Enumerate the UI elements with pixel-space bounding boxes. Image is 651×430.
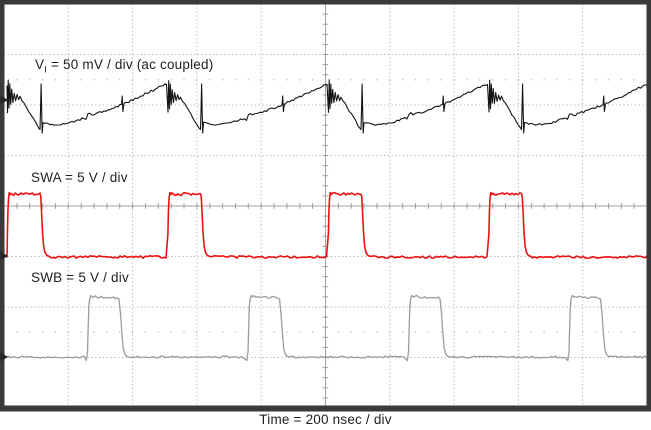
v-label-subscript: I xyxy=(44,64,48,76)
v-ripple-trace xyxy=(6,79,649,134)
graticule-frame xyxy=(0,0,651,412)
center-crosshair-lines xyxy=(3,3,647,408)
trace-reference-arrow-icon xyxy=(0,95,8,105)
trace-reference-arrow-icon xyxy=(0,251,8,261)
swb-trace xyxy=(5,294,648,362)
swa-trace xyxy=(6,191,649,259)
v-trace-label: VI = 50 mV / div (ac coupled) xyxy=(35,57,213,76)
trace-reference-arrow-icon xyxy=(0,352,8,362)
v-label-prefix: V xyxy=(35,57,45,72)
swa-trace-label: SWA = 5 V / div xyxy=(31,170,128,185)
swb-trace-label: SWB = 5 V / div xyxy=(31,270,129,285)
v-label-rest: = 50 mV / div (ac coupled) xyxy=(47,57,214,72)
time-axis-label: Time = 200 nsec / div xyxy=(259,412,392,427)
